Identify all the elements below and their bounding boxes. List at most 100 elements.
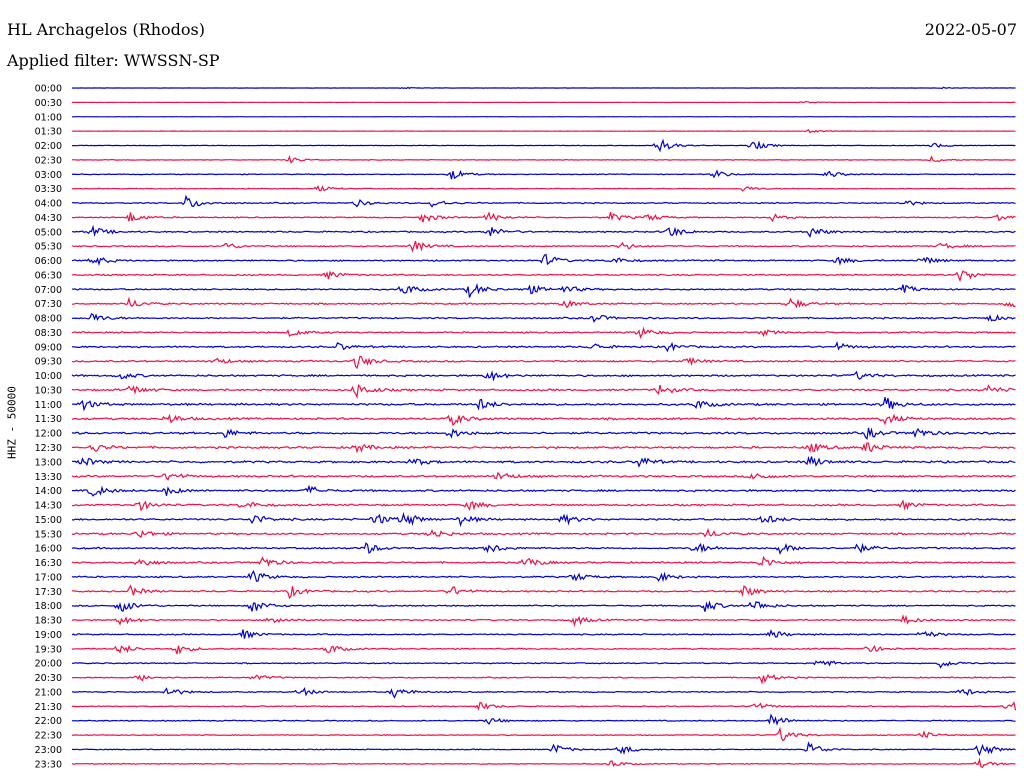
trace-line — [72, 224, 1016, 238]
trace-line — [71, 169, 1016, 180]
trace-line — [71, 484, 1016, 497]
row-time-label: 16:00 — [35, 544, 62, 555]
trace-line — [71, 253, 1016, 267]
trace-line — [71, 527, 1016, 539]
trace-line — [71, 673, 1016, 685]
trace-line — [71, 584, 1016, 600]
trace-line — [72, 687, 1016, 699]
trace-line — [71, 86, 1016, 90]
filter-label: Applied filter: WWSSN-SP — [7, 51, 220, 70]
row-time-label: 18:00 — [35, 601, 62, 612]
trace-line — [71, 100, 1016, 104]
trace-line — [71, 757, 1016, 769]
station-title: HL Archagelos (Rhodos) — [7, 20, 205, 39]
row-time-label: 04:30 — [35, 213, 62, 224]
trace-line — [71, 614, 1016, 628]
row-time-label: 17:30 — [35, 587, 62, 598]
row-time-label: 11:30 — [35, 414, 62, 425]
row-time-label: 02:00 — [35, 141, 62, 152]
row-time-label: 13:30 — [35, 472, 62, 483]
row-time-label: 05:30 — [35, 242, 62, 253]
row-time-label: 04:00 — [35, 199, 62, 210]
trace-line — [71, 569, 1016, 583]
row-time-label: 20:00 — [35, 659, 62, 670]
trace-line — [72, 660, 1016, 669]
trace-line — [71, 383, 1016, 399]
trace-line — [71, 282, 1016, 298]
trace-line — [71, 355, 1016, 370]
row-time-label: 19:00 — [35, 630, 62, 641]
trace-line — [71, 442, 1016, 454]
date-label: 2022-05-07 — [924, 20, 1017, 39]
trace-line — [71, 326, 1016, 340]
trace-line — [71, 629, 1016, 640]
tick-label-group: 00:00 00:30 01:00 01:30 02:00 02:30 03:00 03:30… — [35, 84, 62, 771]
trace-line — [71, 713, 1016, 726]
row-time-label: 02:30 — [35, 155, 62, 166]
row-time-label: 17:00 — [35, 572, 62, 583]
row-time-label: 01:30 — [35, 127, 62, 138]
row-time-label: 21:30 — [35, 702, 62, 713]
row-time-label: 11:00 — [35, 400, 62, 411]
trace-line — [71, 270, 1016, 283]
trace-line — [71, 211, 1016, 223]
trace-line — [71, 600, 1016, 612]
row-time-label: 09:00 — [35, 342, 62, 353]
row-time-label: 12:30 — [35, 443, 62, 454]
trace-line — [71, 726, 1016, 742]
row-time-label: 22:30 — [35, 731, 62, 742]
trace-line — [71, 240, 1016, 253]
row-time-label: 10:30 — [35, 385, 62, 396]
row-time-label: 18:30 — [35, 616, 62, 627]
trace-line — [71, 701, 1017, 711]
row-time-label: 16:30 — [35, 558, 62, 569]
row-time-label: 03:00 — [35, 170, 62, 181]
trace-line — [71, 741, 1016, 757]
row-time-label: 08:30 — [35, 328, 62, 339]
row-time-label: 15:30 — [35, 529, 62, 540]
trace-line — [71, 397, 1016, 412]
trace-line — [71, 471, 1016, 481]
trace-line — [71, 313, 1016, 323]
row-time-label: 19:30 — [35, 644, 62, 655]
row-time-label: 07:00 — [35, 285, 62, 296]
trace-line — [71, 184, 1016, 192]
trace-line — [72, 296, 1016, 309]
row-time-label: 06:30 — [35, 270, 62, 281]
trace-line — [71, 194, 1016, 208]
trace-line — [71, 555, 1016, 567]
row-time-label: 14:00 — [35, 486, 62, 497]
row-time-label: 03:30 — [35, 184, 62, 195]
row-time-label: 21:00 — [35, 687, 62, 698]
row-time-label: 20:30 — [35, 673, 62, 684]
row-time-label: 23:00 — [35, 745, 62, 756]
trace-line — [71, 341, 1016, 353]
trace-line — [71, 427, 1016, 441]
row-time-label: 10:00 — [35, 371, 62, 382]
trace-line — [72, 644, 1016, 655]
trace-line — [71, 155, 1016, 164]
row-time-label: 00:30 — [35, 98, 62, 109]
trace-line — [71, 138, 1016, 153]
trace-line — [71, 370, 1016, 382]
row-time-label: 00:00 — [35, 84, 62, 95]
row-time-label: 23:30 — [35, 759, 62, 770]
row-time-label: 14:30 — [35, 501, 62, 512]
trace-line — [71, 511, 1016, 528]
row-time-label: 22:00 — [35, 716, 62, 727]
trace-line — [71, 499, 1016, 512]
row-time-label: 08:00 — [35, 314, 62, 325]
row-time-label: 12:00 — [35, 429, 62, 440]
trace-line — [71, 542, 1016, 555]
row-time-label: 13:00 — [35, 457, 62, 468]
trace-line — [72, 128, 1016, 134]
row-time-label: 05:00 — [35, 227, 62, 238]
row-time-label: 07:30 — [35, 299, 62, 310]
trace-line — [71, 413, 1016, 427]
row-time-label: 09:30 — [35, 357, 62, 368]
trace-line — [71, 455, 1016, 468]
row-time-label: 01:00 — [35, 112, 62, 123]
row-time-label: 06:00 — [35, 256, 62, 267]
row-time-label: 15:00 — [35, 515, 62, 526]
